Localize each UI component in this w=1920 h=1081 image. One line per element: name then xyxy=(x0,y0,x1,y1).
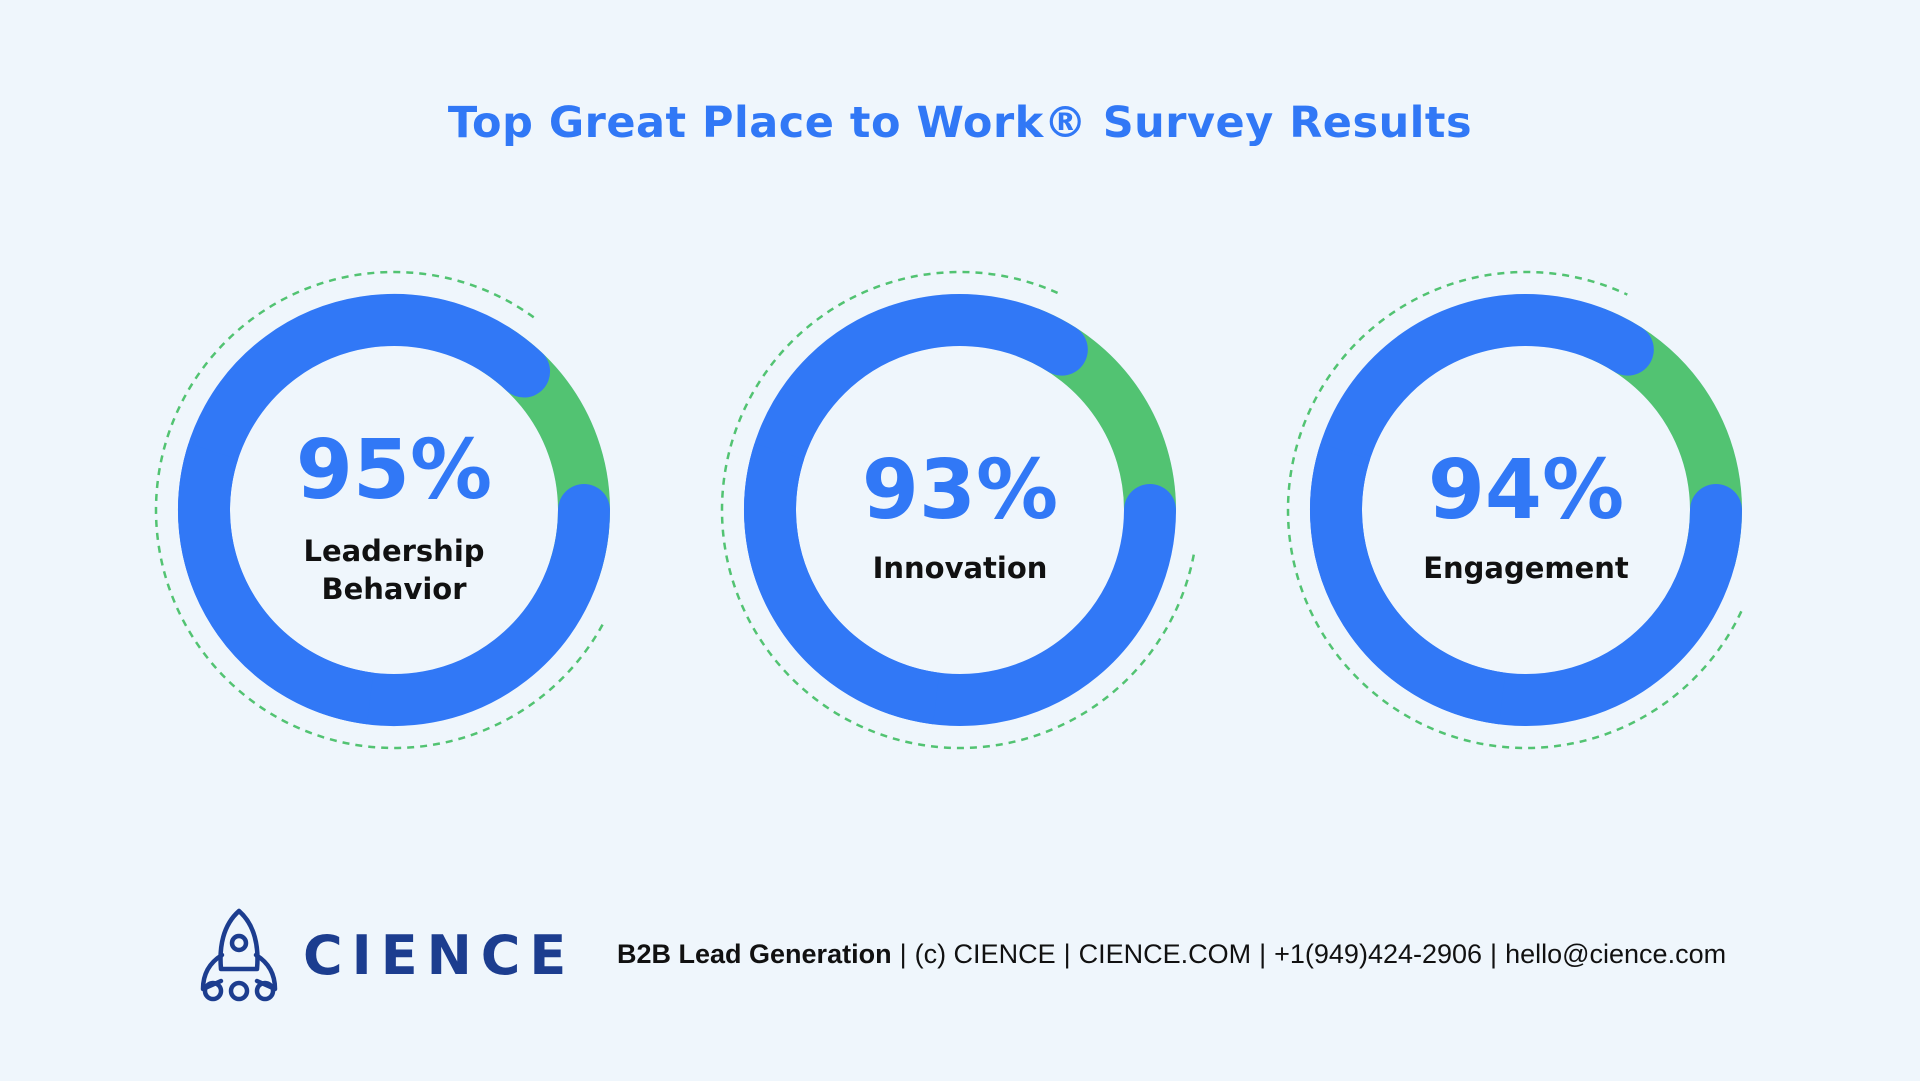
percentage-value: 93% xyxy=(862,443,1058,538)
donut-segment-primary xyxy=(178,443,374,725)
category-label: Behavior xyxy=(321,572,467,606)
percentage-value: 94% xyxy=(1428,443,1624,538)
category-label: Innovation xyxy=(873,551,1048,585)
footer-separator: | xyxy=(1490,939,1498,969)
category-label: Leadership xyxy=(303,534,484,568)
cience-logo[interactable]: CIENCE xyxy=(197,907,575,1003)
footer-separator: | xyxy=(1259,939,1267,969)
footer-phone[interactable]: +1(949)424-2906 xyxy=(1274,939,1483,969)
donut-segment-primary xyxy=(1310,443,1506,725)
footer-tagline: B2B Lead Generation xyxy=(617,939,892,969)
donut-chart: 94% Engagement xyxy=(1286,270,1743,750)
footer-separator: | xyxy=(899,939,907,969)
dashed-outer-ring xyxy=(154,270,604,750)
footer-email-link[interactable]: hello@cience.com xyxy=(1505,939,1727,969)
footer-website-link[interactable]: CIENCE.COM xyxy=(1078,939,1252,969)
rocket-icon xyxy=(200,908,278,1002)
logo-wordmark: CIENCE xyxy=(303,923,576,987)
dashed-outer-ring xyxy=(1286,270,1743,750)
donut-chart: 93% Innovation xyxy=(720,270,1196,750)
footer-copyright: (c) CIENCE xyxy=(914,939,1056,969)
page-title: Top Great Place to Work® Survey Results xyxy=(447,98,1473,148)
category-label: Engagement xyxy=(1423,551,1629,585)
donut-segment-primary xyxy=(744,443,940,725)
dashed-outer-ring xyxy=(720,270,1196,750)
percentage-value: 95% xyxy=(296,423,492,518)
footer-contact: B2B Lead Generation | (c) CIENCE | CIENCE.CO… xyxy=(617,939,1726,970)
donut-chart: 95% Leadership Behavior xyxy=(154,270,610,750)
footer-separator: | xyxy=(1063,939,1071,969)
